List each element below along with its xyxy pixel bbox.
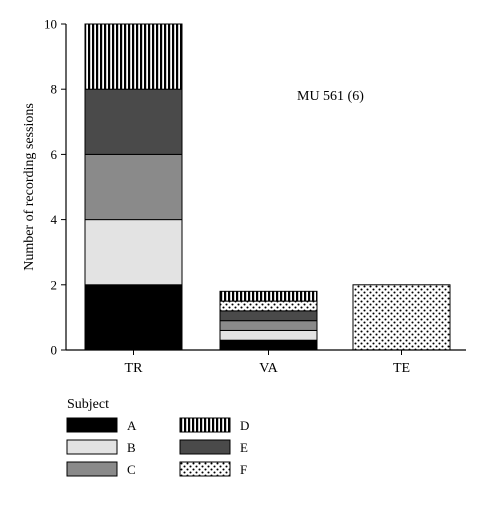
bar-segment-va-a (219, 339, 318, 351)
legend-swatch-c (66, 461, 118, 477)
bar-segment-te-f (352, 284, 451, 351)
y-tick-label: 6 (51, 147, 58, 162)
x-tick-label-tr: TR (125, 361, 144, 376)
legend-swatch-f (179, 461, 231, 477)
legend-swatch-b (66, 439, 118, 455)
x-tick-label-va: VA (259, 361, 278, 376)
bar-segment-va-b (219, 329, 318, 341)
bar-segment-tr-e (84, 88, 183, 155)
y-tick-label: 4 (51, 212, 58, 227)
legend-label-b: B (127, 440, 136, 455)
legend-label-c: C (127, 462, 136, 477)
y-tick-label: 8 (51, 82, 58, 97)
bar-segment-tr-b (84, 219, 183, 286)
bar-segment-tr-c (84, 153, 183, 221)
legend-swatch-a (66, 417, 118, 433)
legend-title: Subject (67, 397, 109, 412)
bars-layer (84, 23, 451, 351)
legend: A D B E C F (66, 417, 249, 477)
legend-swatch-e (179, 439, 231, 455)
axes-layer: 0 2 4 6 8 10 TR VA TE (44, 17, 466, 376)
legend-swatch-d (179, 417, 231, 433)
y-tick-label: 10 (44, 17, 57, 32)
legend-label-f: F (240, 462, 247, 477)
x-tick-label-te: TE (393, 361, 410, 376)
bar-segment-va-e (219, 310, 318, 322)
bar-segment-tr-a (84, 284, 183, 351)
bar-segment-tr-d (84, 23, 183, 90)
bar-segment-va-d (219, 290, 318, 302)
y-tick-label: 0 (51, 343, 58, 358)
bar-segment-va-c (219, 320, 318, 331)
legend-label-a: A (127, 418, 137, 433)
legend-label-d: D (240, 418, 249, 433)
chart-annotation: MU 561 (6) (297, 89, 364, 104)
legend-label-e: E (240, 440, 248, 455)
y-axis-title: Number of recording sessions (22, 103, 37, 271)
y-tick-label: 2 (51, 277, 58, 292)
bar-segment-va-f (219, 300, 318, 312)
